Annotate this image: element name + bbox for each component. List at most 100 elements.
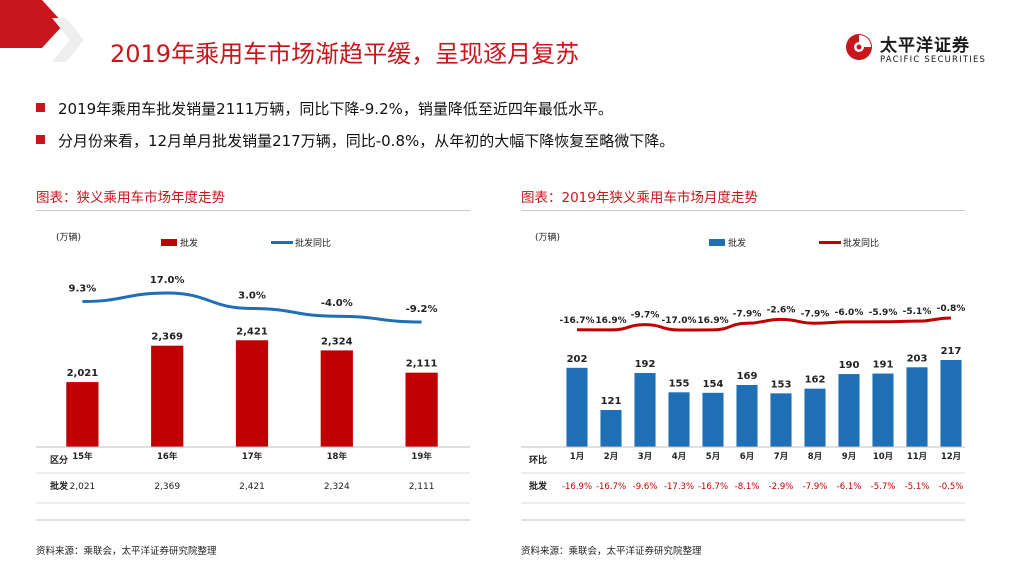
- yoy-point-label: 16.9%: [595, 316, 626, 326]
- table-row-header: 批发: [50, 480, 69, 492]
- logo-chinese-name: 太平洋证券: [880, 36, 970, 56]
- bar-value-label: 2,369: [151, 332, 183, 343]
- yoy-point-label: -5.9%: [869, 308, 898, 318]
- bar-value-label: 154: [703, 379, 724, 390]
- yoy-point-label: -7.9%: [801, 309, 830, 319]
- bullet-1-text: 2019年乘用车批发销量2111万辆，同比下降-9.2%，销量降低至近四年最低水…: [58, 100, 613, 118]
- bar-9月: [838, 374, 860, 447]
- table-cell: -6.1%: [837, 482, 862, 492]
- category-label: 5月: [706, 452, 720, 462]
- yoy-point-label: -7.9%: [733, 309, 762, 319]
- bar-value-label: 121: [601, 396, 622, 407]
- bar-value-label: 2,324: [321, 336, 353, 347]
- table-row-header: 区分: [50, 454, 68, 466]
- table-cell: 2,021: [70, 482, 96, 492]
- table-cell: -16.7%: [698, 482, 728, 492]
- yoy-point-label: -9.7%: [631, 311, 660, 321]
- table-cell: -8.1%: [735, 482, 760, 492]
- yoy-point-label: -5.1%: [903, 307, 932, 317]
- table-row-header: 批发: [529, 480, 548, 492]
- category-label: 15年: [72, 451, 93, 462]
- category-label: 10月: [873, 452, 893, 462]
- table-cell: -5.7%: [871, 482, 896, 492]
- right-source-note: 资料来源：乘联会，太平洋证券研究院整理: [521, 546, 702, 557]
- legend-bar-swatch: [161, 239, 177, 246]
- logo-mark-icon: [846, 34, 872, 60]
- category-label: 9月: [842, 452, 856, 462]
- yoy-point-label: 17.0%: [150, 275, 185, 286]
- bar-value-label: 192: [635, 359, 656, 370]
- bar-10月: [872, 373, 894, 447]
- legend-bar-label: 批发: [180, 237, 198, 249]
- bar-value-label: 155: [669, 378, 690, 389]
- bar-7月: [770, 393, 792, 447]
- bar-value-label: 203: [907, 353, 928, 364]
- table-cell: -16.7%: [596, 482, 626, 492]
- table-cell: 2,324: [324, 482, 350, 492]
- company-logo: 太平洋证券 PACIFIC SECURITIES: [844, 28, 1014, 72]
- bar-15年: [66, 382, 99, 447]
- category-label: 1月: [570, 452, 584, 462]
- bar-5月: [702, 392, 724, 447]
- right-chart-title: 图表：2019年狭义乘用车市场月度走势: [521, 190, 758, 206]
- bar-1月: [566, 367, 588, 447]
- category-label: 4月: [672, 452, 686, 462]
- bar-value-label: 190: [839, 360, 860, 371]
- category-label: 2月: [604, 452, 618, 462]
- legend-bar-swatch: [709, 239, 725, 246]
- category-label: 6月: [740, 452, 754, 462]
- bar-value-label: 191: [873, 360, 894, 371]
- right-monthly-chart: (万辆) 批发 批发同比 202 121 192 155 154 169 153 162 190 191…: [521, 231, 966, 521]
- header-chevron-decoration: [0, 0, 84, 62]
- category-label: 3月: [638, 452, 652, 462]
- table-cell: -17.3%: [664, 482, 694, 492]
- table-cell: -9.6%: [633, 482, 658, 492]
- bar-12月: [940, 360, 962, 447]
- logo-english-name: PACIFIC SECURITIES: [880, 55, 987, 65]
- category-label: 11月: [907, 452, 927, 462]
- table-cell: 2,369: [154, 482, 180, 492]
- right-title-divider: [521, 210, 965, 211]
- table-row-header: 环比: [529, 454, 547, 466]
- yoy-point-label: -0.8%: [937, 304, 966, 314]
- bar-value-label: 153: [771, 379, 792, 390]
- legend-bar-label: 批发: [728, 237, 746, 249]
- unit-label: (万辆): [56, 231, 81, 243]
- yoy-line: [576, 316, 952, 332]
- bar-value-label: 2,111: [406, 359, 438, 370]
- bar-4月: [668, 392, 690, 447]
- bar-3月: [634, 373, 656, 447]
- yoy-point-label: -2.6%: [767, 305, 796, 315]
- table-cell: 2,111: [409, 482, 435, 492]
- category-label: 12月: [941, 452, 961, 462]
- category-label: 8月: [808, 452, 822, 462]
- bar-value-label: 162: [805, 375, 826, 386]
- unit-label: (万辆): [535, 231, 560, 243]
- legend-line-label: 批发同比: [843, 237, 879, 249]
- bar-value-label: 202: [567, 354, 588, 365]
- bar-6月: [736, 385, 758, 447]
- left-source-note: 资料来源：乘联会，太平洋证券研究院整理: [36, 546, 217, 557]
- category-label: 18年: [327, 451, 348, 462]
- yoy-point-label: 9.3%: [69, 284, 97, 295]
- yoy-point-label: -9.2%: [406, 304, 438, 315]
- table-cell: -5.1%: [905, 482, 930, 492]
- yoy-point-label: -4.0%: [321, 298, 353, 309]
- yoy-line: [82, 291, 422, 324]
- yoy-point-label: 16.9%: [697, 316, 728, 326]
- page-title: 2019年乘用车市场渐趋平缓，呈现逐月复苏: [110, 40, 580, 68]
- table-cell: -16.9%: [562, 482, 592, 492]
- table-cell: -2.9%: [769, 482, 794, 492]
- bullet-square-icon: [36, 135, 45, 144]
- bar-18年: [320, 350, 353, 447]
- category-label: 17年: [242, 451, 263, 462]
- bar-value-label: 2,021: [67, 368, 99, 379]
- bar-8月: [804, 388, 826, 447]
- yoy-point-label: -6.0%: [835, 308, 864, 318]
- table-cell: -7.9%: [803, 482, 828, 492]
- bar-value-label: 2,421: [236, 326, 268, 337]
- bar-11月: [906, 367, 928, 447]
- bar-value-label: 169: [737, 371, 758, 382]
- bar-19年: [405, 372, 438, 447]
- bar-2月: [600, 410, 622, 447]
